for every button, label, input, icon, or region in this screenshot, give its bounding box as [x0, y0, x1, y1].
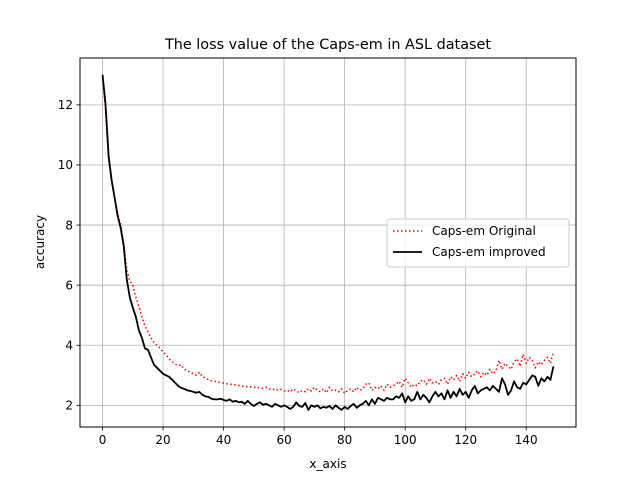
axis-ticks: 0 20 40 60 80 100 120 140 2 4 6 8 10 12 — [58, 98, 538, 447]
x-tick-label: 20 — [155, 433, 170, 447]
legend-label-improved: Caps-em improved — [432, 245, 546, 259]
y-tick-label: 6 — [65, 278, 73, 292]
x-tick-label: 80 — [337, 433, 352, 447]
x-tick-label: 40 — [216, 433, 231, 447]
y-tick-label: 10 — [58, 158, 73, 172]
series-lines — [101, 74, 555, 411]
x-tick-label: 0 — [99, 433, 107, 447]
legend: Caps-em Original Caps-em improved — [386, 218, 570, 268]
y-axis-label: accuracy — [33, 215, 47, 269]
chart-title: The loss value of the Caps-em in ASL dat… — [164, 37, 491, 53]
x-tick-label: 100 — [394, 433, 417, 447]
x-tick-label: 140 — [515, 433, 538, 447]
x-tick-label: 120 — [454, 433, 477, 447]
x-tick-label: 60 — [276, 433, 291, 447]
y-tick-label: 4 — [65, 338, 73, 352]
y-tick-label: 2 — [65, 399, 73, 413]
plot-frame — [79, 57, 577, 428]
y-tick-label: 12 — [58, 98, 73, 112]
legend-label-original: Caps-em Original — [432, 224, 536, 238]
x-axis-label: x_axis — [309, 457, 346, 471]
series-line-improved — [101, 74, 555, 411]
y-tick-label: 8 — [65, 218, 73, 232]
legend-box — [386, 218, 570, 268]
